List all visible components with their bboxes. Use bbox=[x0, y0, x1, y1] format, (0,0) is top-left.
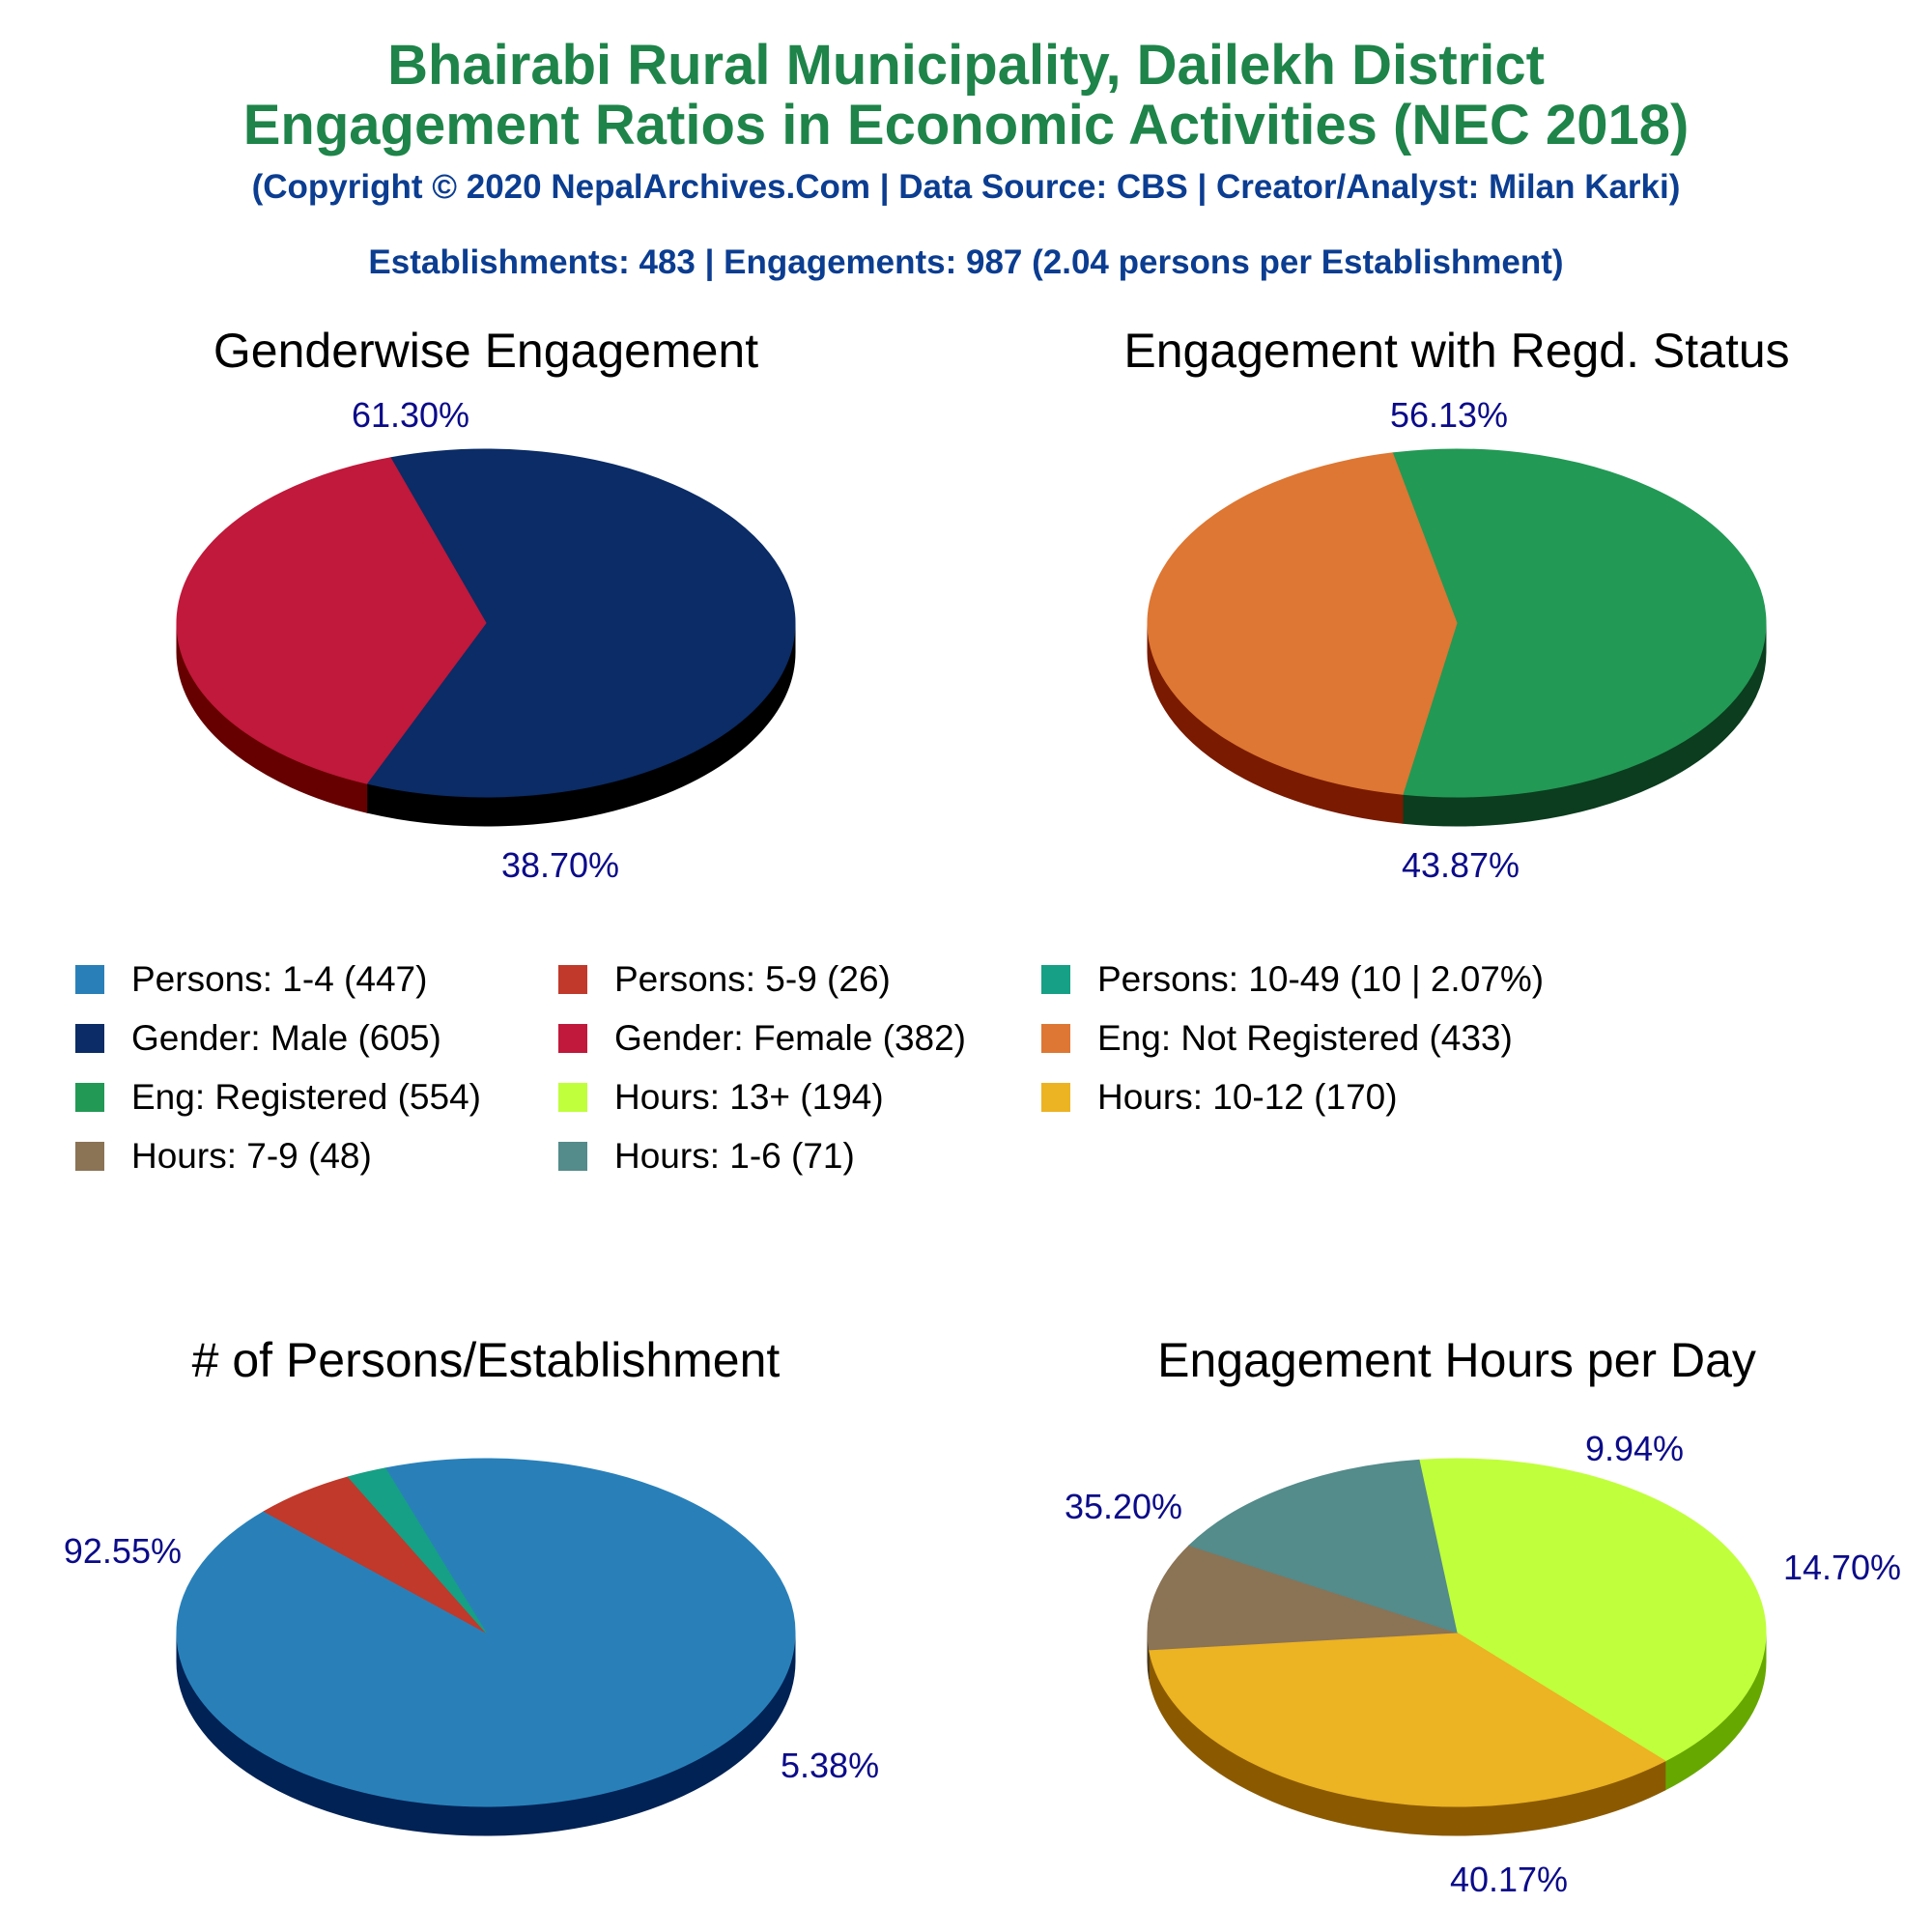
legend-item: Hours: 1-6 (71) bbox=[558, 1136, 855, 1177]
chart-title: Genderwise Engagement bbox=[213, 324, 758, 378]
slice-label: 40.17% bbox=[1450, 1860, 1568, 1899]
pie-slice bbox=[1148, 1632, 1666, 1807]
legend-swatch bbox=[1041, 965, 1070, 994]
legend-label: Hours: 7-9 (48) bbox=[131, 1136, 372, 1176]
legend-item: Persons: 1-4 (447) bbox=[75, 959, 427, 1000]
main-title-line1: Bhairabi Rural Municipality, Dailekh Dis… bbox=[387, 34, 1545, 97]
legend-label: Persons: 1-4 (447) bbox=[131, 959, 428, 999]
summary-line: Establishments: 483 | Engagements: 987 (… bbox=[368, 243, 1564, 281]
legend-item: Persons: 5-9 (26) bbox=[558, 959, 891, 1000]
legend-item: Gender: Male (605) bbox=[75, 1018, 441, 1059]
legend-swatch bbox=[75, 1083, 104, 1112]
slice-label: 92.55% bbox=[64, 1531, 182, 1571]
pie-chart: Engagement Hours per Day 40.17% 35.20% 9.94… bbox=[1065, 1333, 1901, 1899]
slice-label: 56.13% bbox=[1390, 395, 1508, 435]
slice-label: 14.70% bbox=[1783, 1548, 1901, 1587]
legend-label: Eng: Not Registered (433) bbox=[1097, 1018, 1513, 1058]
pie-slice bbox=[176, 457, 487, 784]
slice-label: 9.94% bbox=[1585, 1429, 1684, 1468]
legend-item: Hours: 13+ (194) bbox=[558, 1077, 884, 1118]
legend-item: Persons: 10-49 (10 | 2.07%) bbox=[1041, 959, 1544, 1000]
legend-item: Hours: 7-9 (48) bbox=[75, 1136, 372, 1177]
pie-slice bbox=[347, 1467, 487, 1634]
legend-swatch bbox=[75, 1142, 104, 1171]
pie-chart: # of Persons/Establishment 92.55% 5.38% bbox=[64, 1333, 879, 1836]
legend-label: Eng: Registered (554) bbox=[131, 1077, 481, 1117]
chart-title: # of Persons/Establishment bbox=[192, 1333, 781, 1387]
legend-label: Gender: Male (605) bbox=[131, 1018, 441, 1058]
legend-label: Persons: 10-49 (10 | 2.07%) bbox=[1097, 959, 1545, 999]
pie-chart: Engagement with Regd. Status 56.13% 43.87% bbox=[1123, 324, 1789, 885]
pie-slice bbox=[1188, 1459, 1458, 1634]
legend-label: Hours: 10-12 (170) bbox=[1097, 1077, 1398, 1117]
legend-label: Hours: 13+ (194) bbox=[614, 1077, 884, 1117]
pie-slice bbox=[1391, 448, 1767, 798]
legend-swatch bbox=[558, 1083, 587, 1112]
chart-title: Engagement Hours per Day bbox=[1157, 1333, 1756, 1387]
slice-label: 5.38% bbox=[781, 1746, 879, 1785]
legend-item: Gender: Female (382) bbox=[558, 1018, 966, 1059]
slice-label: 43.87% bbox=[1402, 845, 1520, 885]
slice-label: 35.20% bbox=[1065, 1487, 1182, 1526]
legend-swatch bbox=[1041, 1083, 1070, 1112]
chart-title: Engagement with Regd. Status bbox=[1123, 324, 1789, 378]
legend-label: Persons: 5-9 (26) bbox=[614, 959, 891, 999]
pie-slice bbox=[1418, 1458, 1767, 1762]
legend-swatch bbox=[1041, 1024, 1070, 1053]
legend-swatch bbox=[558, 1024, 587, 1053]
slice-label: 61.30% bbox=[352, 395, 469, 435]
copyright-line: (Copyright © 2020 NepalArchives.Com | Da… bbox=[251, 168, 1681, 206]
legend-swatch bbox=[75, 1024, 104, 1053]
legend-item: Hours: 10-12 (170) bbox=[1041, 1077, 1398, 1118]
legend-item: Eng: Registered (554) bbox=[75, 1077, 481, 1118]
legend-swatch bbox=[75, 965, 104, 994]
pie-slice bbox=[1147, 1545, 1458, 1651]
legend-label: Gender: Female (382) bbox=[614, 1018, 967, 1058]
legend-item: Eng: Not Registered (433) bbox=[1041, 1018, 1513, 1059]
slice-label: 38.70% bbox=[501, 845, 619, 885]
pie-slice bbox=[365, 448, 796, 798]
main-title-line2: Engagement Ratios in Economic Activities… bbox=[242, 94, 1690, 156]
legend-label: Hours: 1-6 (71) bbox=[614, 1136, 855, 1176]
legend-swatch bbox=[558, 1142, 587, 1171]
legend-swatch bbox=[558, 965, 587, 994]
pie-chart: Genderwise Engagement 61.30% 38.70% bbox=[176, 324, 796, 885]
pie-slice bbox=[1147, 452, 1458, 795]
